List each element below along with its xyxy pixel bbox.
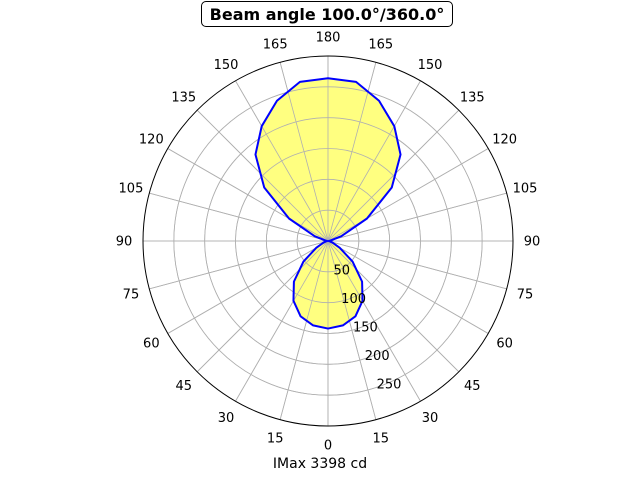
radial-tick-label-200: 200 [365,349,390,364]
angle-tick-label-285: 75 [123,287,140,302]
radial-tick-label-150: 150 [353,320,378,335]
angle-tick-label-15: 15 [373,432,390,447]
angle-tick-label-195: 165 [263,37,288,52]
angle-tick-label-225: 135 [171,90,196,105]
angular-gridline-240-overlay [167,148,329,242]
angle-tick-label-180: 180 [316,31,341,46]
angular-gridline-315-overlay [196,240,329,373]
angular-gridline-345-overlay [279,240,329,420]
angular-gridline-135-overlay [327,109,460,242]
angular-gridline-75-overlay [327,240,507,290]
angle-tick-label-30: 30 [422,411,439,426]
angular-gridline-300-overlay [167,240,329,334]
angular-gridline-45-overlay [327,240,460,373]
angular-gridline-105-overlay [327,192,507,242]
intensity-curve [254,77,402,330]
intensity-curve-layer [142,55,514,427]
chart-title: Beam angle 100.0°/360.0° [209,4,445,24]
angle-tick-label-120: 120 [492,133,517,148]
angular-gridline-120-overlay [327,148,489,242]
angle-tick-label-330: 30 [218,411,235,426]
angular-gridline-255-overlay [149,192,329,242]
radial-tick-label-100: 100 [341,292,366,307]
angle-tick-label-300: 60 [143,337,160,352]
angular-gridline-210-overlay [235,80,329,242]
angle-tick-label-315: 45 [175,379,192,394]
angle-tick-label-0: 0 [324,439,332,454]
angle-tick-label-60: 60 [496,337,513,352]
angular-gridline-150-overlay [327,80,421,242]
polar-frame [142,55,514,427]
angle-tick-label-90: 90 [524,235,541,250]
angular-gridline-330-overlay [235,240,329,402]
radial-tick-label-50: 50 [334,263,351,278]
radial-tick-label-250: 250 [377,377,402,392]
angular-gridline-225-overlay [196,109,329,242]
angular-gridline-15-overlay [327,240,377,420]
angular-gridline-285-overlay [149,240,329,290]
angle-tick-label-210: 150 [214,58,239,73]
chart-title-box: Beam angle 100.0°/360.0° [201,1,453,27]
angle-tick-label-165: 165 [368,37,393,52]
angle-tick-label-255: 105 [119,182,144,197]
angular-gridline-60-overlay [327,240,489,334]
angle-tick-label-345: 15 [267,432,284,447]
angular-gridline-30-overlay [327,240,421,402]
angle-tick-label-270: 90 [116,235,133,250]
axis-labels: 0 15 30 45 60 75 90 105 120 135 150 165 180 165 150 135… [116,31,541,454]
x-axis-label: IMax 3398 cd [272,456,368,472]
angle-tick-label-45: 45 [464,379,481,394]
polar-grid-overlay [143,56,513,426]
angle-tick-label-240: 120 [139,133,164,148]
angle-tick-label-75: 75 [517,287,534,302]
angle-tick-label-105: 105 [513,182,538,197]
angle-tick-label-135: 135 [460,90,485,105]
angle-tick-label-150: 150 [418,58,443,73]
